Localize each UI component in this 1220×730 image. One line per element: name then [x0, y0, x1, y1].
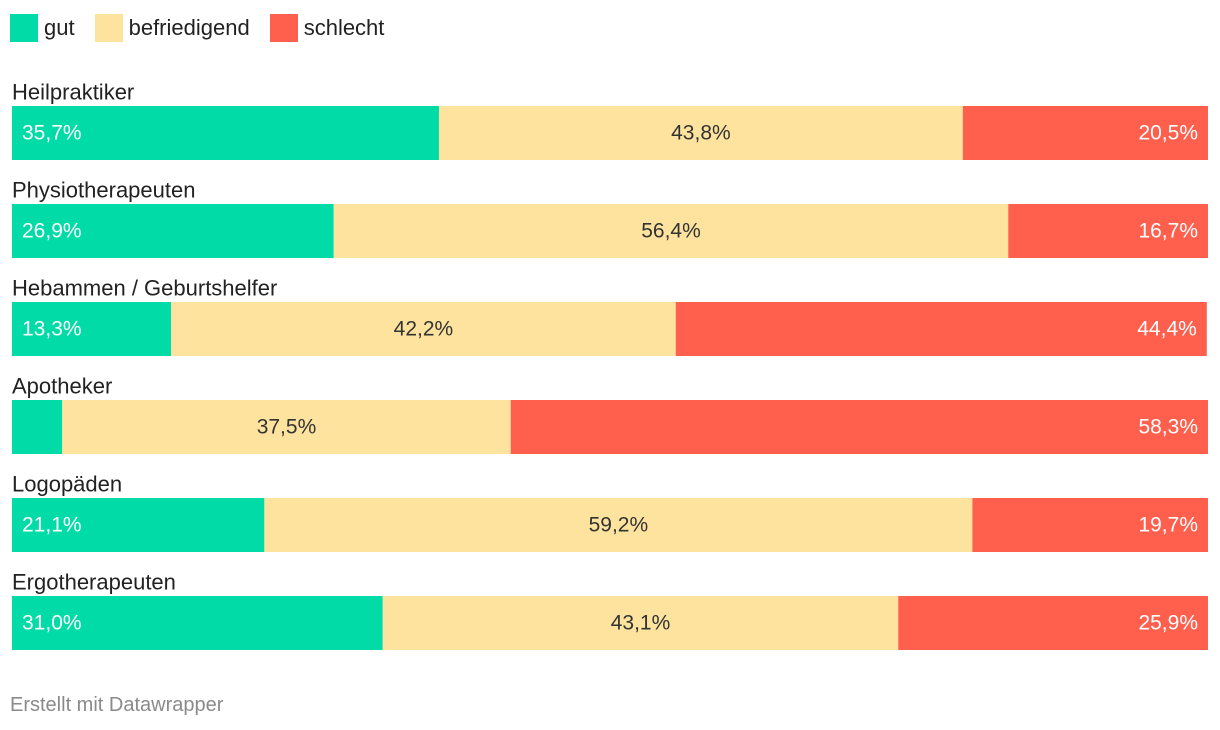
- data-label: 43,8%: [671, 122, 731, 145]
- legend-item-gut: gut: [10, 14, 75, 42]
- legend-label: befriedigend: [128, 15, 250, 40]
- stacked-bar-chart: Heilpraktiker 35,7% 43,8% 20,5% Physiotherap…: [12, 80, 1209, 650]
- data-label: 31,0%: [22, 612, 82, 635]
- bar-segment-befriedigend: [264, 498, 973, 552]
- category-label: Heilpraktiker: [12, 80, 134, 105]
- bar-segment-befriedigend: [438, 106, 963, 160]
- legend-item-schlecht: schlecht: [269, 14, 385, 42]
- bar-segment-gut: [12, 400, 63, 454]
- category-label: Physiotherapeuten: [12, 178, 195, 203]
- bar-segment-schlecht: [510, 400, 1209, 454]
- legend-swatch: [269, 14, 298, 42]
- legend-label: gut: [44, 15, 75, 40]
- data-label: 26,9%: [22, 220, 82, 243]
- bar-segment-schlecht: [675, 302, 1207, 356]
- legend-item-befriedigend: befriedigend: [94, 14, 250, 42]
- bar-segment-schlecht: [1008, 204, 1208, 258]
- legend-swatch: [94, 14, 123, 42]
- category-label: Hebammen / Geburtshelfer: [12, 276, 277, 301]
- data-label: 21,1%: [22, 514, 82, 537]
- data-label: 44,4%: [1137, 318, 1197, 341]
- data-label: 20,5%: [1138, 122, 1198, 145]
- data-label: 19,7%: [1138, 514, 1198, 537]
- category-label: Logopäden: [12, 472, 122, 497]
- data-label: 58,3%: [1138, 416, 1198, 439]
- footer-credit[interactable]: Erstellt mit Datawrapper: [10, 694, 224, 716]
- data-label: 42,2%: [394, 318, 454, 341]
- chart-legend: gut befriedigend schlecht: [10, 13, 404, 43]
- category-label: Apotheker: [12, 374, 112, 399]
- bar-segment-schlecht: [962, 106, 1208, 160]
- bar-segment-schlecht: [898, 596, 1208, 650]
- data-label: 16,7%: [1138, 220, 1198, 243]
- bar-segment-schlecht: [972, 498, 1208, 552]
- data-label: 59,2%: [589, 514, 649, 537]
- bar-segment-gut: [12, 498, 265, 552]
- category-label: Ergotherapeuten: [12, 570, 176, 595]
- bar-segment-gut: [12, 302, 172, 356]
- data-label: 35,7%: [22, 122, 82, 145]
- bar-segment-befriedigend: [333, 204, 1009, 258]
- legend-label: schlecht: [303, 15, 385, 40]
- data-label: 37,5%: [257, 416, 317, 439]
- bar-segment-befriedigend: [62, 400, 511, 454]
- bar-segment-befriedigend: [382, 596, 899, 650]
- bar-segment-befriedigend: [171, 302, 676, 356]
- data-label: 43,1%: [611, 612, 671, 635]
- legend-swatch: [10, 14, 38, 42]
- data-label: 25,9%: [1138, 612, 1198, 635]
- data-label: 13,3%: [22, 318, 82, 341]
- bar-segment-gut: [12, 204, 334, 258]
- bar-segment-gut: [12, 596, 383, 650]
- bar-segment-gut: [12, 106, 439, 160]
- data-label: 56,4%: [641, 220, 701, 243]
